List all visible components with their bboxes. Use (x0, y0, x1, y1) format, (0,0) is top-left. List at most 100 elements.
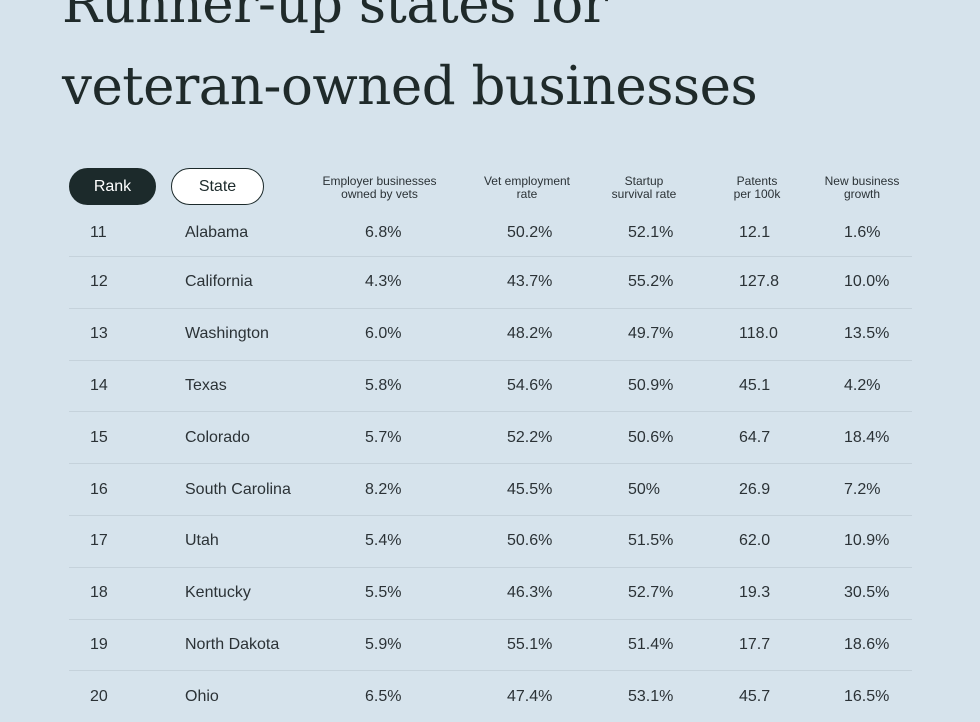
patents-cell: 19.3 (739, 584, 771, 602)
startup-survival-cell: 51.4% (628, 635, 674, 653)
table-row: 14 Texas 5.8% 54.6% 50.9% 45.1 4.2% (69, 361, 912, 413)
startup-survival-cell: 52.1% (628, 224, 674, 241)
column-header-patents-line2: per 100k (733, 187, 781, 201)
patents-cell: 26.9 (739, 480, 771, 498)
employer-businesses-cell: 6.8% (365, 224, 402, 241)
new-business-growth-cell: 1.6% (844, 224, 881, 241)
state-sort-button[interactable]: State (171, 168, 264, 205)
vet-employment-cell: 55.1% (507, 635, 553, 653)
table-row: 15 Colorado 5.7% 52.2% 50.6% 64.7 18.4% (69, 412, 912, 465)
column-header-employer-line1: Employer businesses (322, 174, 437, 188)
patents-cell: 64.7 (739, 428, 771, 446)
startup-survival-cell: 53.1% (628, 687, 674, 705)
column-header-survival-line2: survival rate (611, 187, 677, 201)
employer-businesses-cell: 5.5% (365, 584, 402, 602)
vet-employment-cell: 46.3% (507, 584, 553, 602)
startup-survival-cell: 50% (628, 480, 661, 498)
table-row: 17 Utah 5.4% 50.6% 51.5% 62.0 10.9% (69, 516, 912, 568)
vet-employment-cell: 48.2% (507, 325, 553, 343)
rank-cell: 15 (90, 428, 108, 446)
new-business-growth-cell: 13.5% (844, 325, 890, 343)
title-line-2: veteran-owned businesses (62, 56, 758, 117)
state-cell: South Carolina (185, 480, 291, 498)
employer-businesses-cell: 5.7% (365, 428, 402, 446)
column-header-new-business-growth: New business growth (818, 175, 906, 201)
vet-employment-cell: 52.2% (507, 428, 553, 446)
startup-survival-cell: 50.9% (628, 376, 674, 394)
new-business-growth-cell: 4.2% (844, 376, 881, 394)
patents-cell: 118.0 (739, 325, 778, 343)
state-cell: Alabama (185, 224, 249, 241)
startup-survival-cell: 50.6% (628, 428, 674, 446)
state-cell: Texas (185, 376, 227, 394)
table-row: 19 North Dakota 5.9% 55.1% 51.4% 17.7 18… (69, 620, 912, 672)
state-cell: Ohio (185, 687, 219, 705)
patents-cell: 12.1 (739, 224, 771, 241)
new-business-growth-cell: 18.4% (844, 428, 890, 446)
state-cell: California (185, 273, 253, 291)
column-header-patents-line1: Patents (736, 174, 778, 188)
new-business-growth-cell: 18.6% (844, 635, 890, 653)
title-line-1: Runner-up states for (62, 0, 608, 35)
state-cell: Utah (185, 532, 219, 550)
state-cell: Kentucky (185, 584, 251, 602)
employer-businesses-cell: 4.3% (365, 273, 402, 291)
vet-employment-cell: 43.7% (507, 273, 553, 291)
vet-employment-cell: 47.4% (507, 687, 553, 705)
column-header-employment-line2: rate (516, 187, 538, 201)
table-row: 20 Ohio 6.5% 47.4% 53.1% 45.7 16.5% (69, 671, 912, 722)
rank-sort-button[interactable]: Rank (69, 168, 156, 205)
state-cell: Colorado (185, 428, 250, 446)
rank-cell: 14 (90, 376, 108, 394)
patents-cell: 45.1 (739, 376, 771, 394)
table-row: 12 California 4.3% 43.7% 55.2% 127.8 10.… (69, 257, 912, 309)
column-header-survival-line1: Startup (624, 174, 664, 188)
startup-survival-cell: 52.7% (628, 584, 674, 602)
rankings-table: 11 Alabama 6.8% 50.2% 52.1% 12.1 1.6% 12… (69, 210, 912, 722)
column-header-employment-line1: Vet employment (483, 174, 571, 188)
vet-employment-cell: 54.6% (507, 376, 553, 394)
patents-cell: 62.0 (739, 532, 771, 550)
startup-survival-cell: 49.7% (628, 325, 674, 343)
new-business-growth-cell: 10.9% (844, 532, 890, 550)
new-business-growth-cell: 10.0% (844, 273, 890, 291)
employer-businesses-cell: 8.2% (365, 480, 402, 498)
rank-cell: 18 (90, 584, 108, 602)
employer-businesses-cell: 5.9% (365, 635, 402, 653)
employer-businesses-cell: 5.4% (365, 532, 402, 550)
column-header-employer-line2: owned by vets (341, 187, 418, 201)
rank-cell: 12 (90, 273, 108, 291)
patents-cell: 127.8 (739, 273, 780, 291)
vet-employment-cell: 50.2% (507, 224, 553, 241)
column-header-growth-line2: growth (843, 187, 881, 201)
rank-cell: 20 (90, 687, 108, 705)
vet-employment-cell: 45.5% (507, 480, 553, 498)
rank-cell: 17 (90, 532, 108, 550)
new-business-growth-cell: 16.5% (844, 687, 890, 705)
rank-cell: 11 (90, 224, 107, 241)
state-cell: Washington (185, 325, 269, 343)
employer-businesses-cell: 6.0% (365, 325, 402, 343)
patents-cell: 17.7 (739, 635, 771, 653)
new-business-growth-cell: 7.2% (844, 480, 881, 498)
column-header-patents: Patents per 100k (727, 175, 787, 201)
rank-cell: 16 (90, 480, 108, 498)
column-header-growth-line1: New business (824, 174, 900, 188)
rank-cell: 13 (90, 325, 108, 343)
employer-businesses-cell: 6.5% (365, 687, 402, 705)
startup-survival-cell: 55.2% (628, 273, 674, 291)
table-row: 13 Washington 6.0% 48.2% 49.7% 118.0 13.… (69, 309, 912, 361)
table-row: 18 Kentucky 5.5% 46.3% 52.7% 19.3 30.5% (69, 568, 912, 620)
patents-cell: 45.7 (739, 687, 771, 705)
employer-businesses-cell: 5.8% (365, 376, 402, 394)
vet-employment-cell: 50.6% (507, 532, 553, 550)
table-row: 11 Alabama 6.8% 50.2% 52.1% 12.1 1.6% (69, 210, 912, 257)
column-header-employer-businesses: Employer businesses owned by vets (318, 175, 441, 201)
rank-cell: 19 (90, 635, 108, 653)
page-title: Runner-up states for veteran-owned busin… (62, 0, 758, 128)
new-business-growth-cell: 30.5% (844, 584, 890, 602)
state-cell: North Dakota (185, 635, 280, 653)
startup-survival-cell: 51.5% (628, 532, 674, 550)
table-row: 16 South Carolina 8.2% 45.5% 50% 26.9 7.… (69, 464, 912, 516)
column-header-vet-employment: Vet employment rate (476, 175, 578, 201)
